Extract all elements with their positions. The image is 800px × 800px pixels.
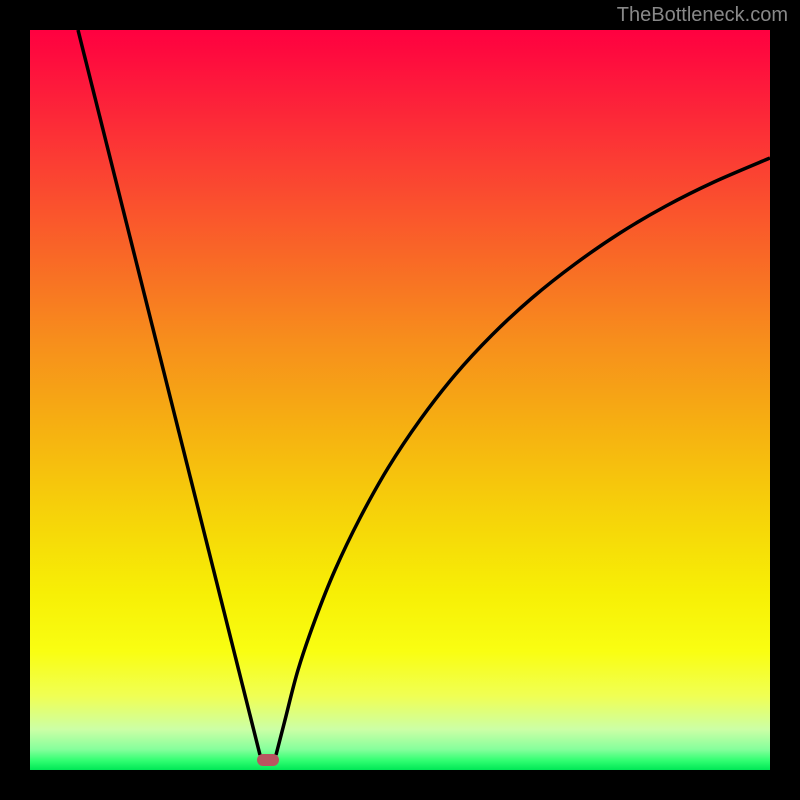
plot-area [30, 30, 770, 770]
watermark-text: TheBottleneck.com [617, 4, 788, 27]
bottleneck-curve [30, 30, 770, 770]
minimum-marker [257, 754, 279, 766]
